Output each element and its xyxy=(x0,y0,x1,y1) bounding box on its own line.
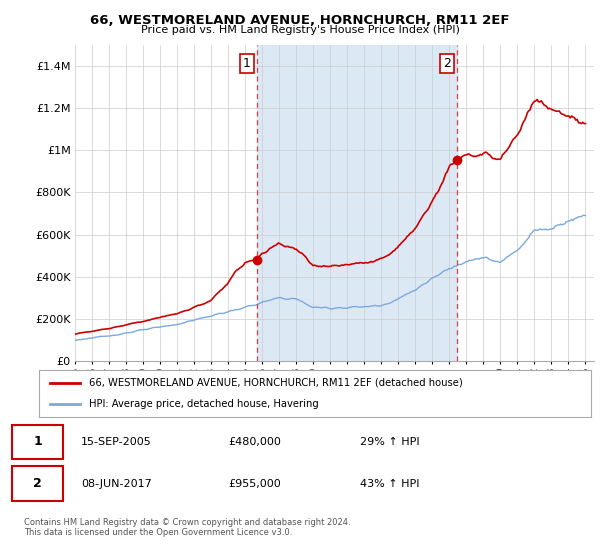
FancyBboxPatch shape xyxy=(12,466,63,501)
Text: 66, WESTMORELAND AVENUE, HORNCHURCH, RM11 2EF (detached house): 66, WESTMORELAND AVENUE, HORNCHURCH, RM1… xyxy=(89,378,463,388)
Bar xyxy=(257,45,457,361)
Text: 1: 1 xyxy=(243,57,251,71)
Text: Price paid vs. HM Land Registry's House Price Index (HPI): Price paid vs. HM Land Registry's House … xyxy=(140,25,460,35)
Text: £955,000: £955,000 xyxy=(228,479,281,488)
Text: 2: 2 xyxy=(443,57,451,71)
Text: 2: 2 xyxy=(33,477,42,490)
Text: 66, WESTMORELAND AVENUE, HORNCHURCH, RM11 2EF: 66, WESTMORELAND AVENUE, HORNCHURCH, RM1… xyxy=(90,14,510,27)
Text: 43% ↑ HPI: 43% ↑ HPI xyxy=(360,479,419,488)
Text: HPI: Average price, detached house, Havering: HPI: Average price, detached house, Have… xyxy=(89,399,319,409)
Text: Contains HM Land Registry data © Crown copyright and database right 2024.
This d: Contains HM Land Registry data © Crown c… xyxy=(24,518,350,538)
Text: 1: 1 xyxy=(33,435,42,449)
Text: 08-JUN-2017: 08-JUN-2017 xyxy=(81,479,152,488)
Text: £480,000: £480,000 xyxy=(228,437,281,447)
Text: 15-SEP-2005: 15-SEP-2005 xyxy=(81,437,152,447)
FancyBboxPatch shape xyxy=(12,424,63,459)
Text: 29% ↑ HPI: 29% ↑ HPI xyxy=(360,437,419,447)
